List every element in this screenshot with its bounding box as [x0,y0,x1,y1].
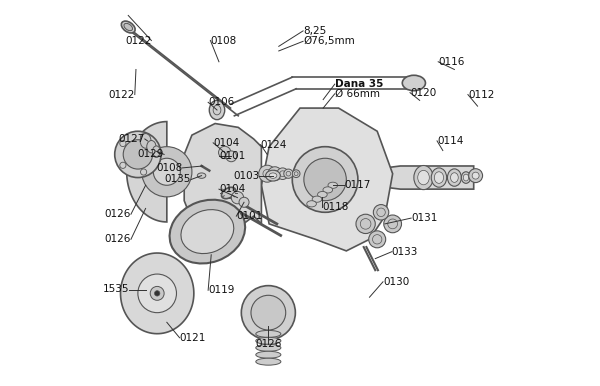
Ellipse shape [256,337,281,344]
Ellipse shape [328,182,338,188]
Circle shape [154,158,181,185]
Polygon shape [184,124,262,232]
Polygon shape [370,166,474,189]
Ellipse shape [317,191,327,198]
Text: 0108: 0108 [156,163,182,173]
Circle shape [304,158,346,201]
Text: 0114: 0114 [437,136,463,146]
Text: 0127: 0127 [118,134,145,144]
Text: 0126: 0126 [255,339,281,349]
Ellipse shape [152,146,160,157]
Polygon shape [262,108,392,251]
Text: 0119: 0119 [208,285,235,295]
Text: Dana 35: Dana 35 [335,79,383,89]
Ellipse shape [256,344,281,351]
Text: 0101: 0101 [236,211,263,221]
Ellipse shape [414,166,433,190]
Ellipse shape [147,141,156,153]
Circle shape [292,147,358,212]
Circle shape [218,146,231,159]
Text: 0101: 0101 [219,151,245,161]
Text: 0104: 0104 [219,184,245,194]
Ellipse shape [221,187,236,199]
Circle shape [138,274,176,313]
Circle shape [231,191,244,204]
Text: 0116: 0116 [438,57,464,67]
Polygon shape [121,253,194,334]
Ellipse shape [461,172,470,183]
Text: 0133: 0133 [392,247,418,257]
Text: 0131: 0131 [411,213,437,223]
Circle shape [239,197,249,207]
Text: 1535: 1535 [103,284,130,295]
Text: Ø76,5mm: Ø76,5mm [303,36,355,46]
Text: 8,25: 8,25 [303,26,326,36]
Circle shape [154,291,160,296]
Ellipse shape [434,172,443,183]
Ellipse shape [256,330,281,337]
Text: 0129: 0129 [138,149,164,159]
Circle shape [226,151,236,162]
Ellipse shape [197,173,206,178]
Circle shape [251,295,286,330]
Text: 0104: 0104 [213,138,239,148]
Ellipse shape [181,210,234,254]
Circle shape [123,140,152,169]
Text: 0118: 0118 [322,201,349,212]
Circle shape [472,172,479,179]
Text: 0122: 0122 [109,90,135,100]
Ellipse shape [451,173,458,182]
Text: 0122: 0122 [125,36,151,46]
Text: 0112: 0112 [468,90,494,100]
Ellipse shape [124,24,133,30]
Ellipse shape [307,201,316,207]
Text: 0106: 0106 [208,97,235,107]
Text: 0135: 0135 [165,174,191,185]
Ellipse shape [121,21,135,33]
Circle shape [292,170,300,178]
Ellipse shape [463,174,469,181]
Ellipse shape [312,196,322,202]
Circle shape [284,169,293,178]
Circle shape [259,165,275,182]
Text: 0117: 0117 [344,180,371,190]
Circle shape [115,131,161,178]
Text: 0120: 0120 [410,88,436,98]
Text: 0121: 0121 [179,333,206,343]
Ellipse shape [170,200,245,264]
Ellipse shape [256,358,281,365]
Ellipse shape [140,134,151,148]
Ellipse shape [209,100,225,120]
Ellipse shape [256,351,281,358]
Circle shape [469,169,482,183]
Polygon shape [127,122,167,222]
Circle shape [268,167,282,181]
Ellipse shape [323,187,332,193]
Ellipse shape [402,75,425,91]
Circle shape [150,286,164,300]
Ellipse shape [431,168,446,187]
Circle shape [356,214,375,234]
Ellipse shape [418,170,430,185]
Text: 0126: 0126 [104,234,131,244]
Ellipse shape [266,170,280,181]
Ellipse shape [448,169,461,186]
Circle shape [241,286,295,340]
Circle shape [369,231,386,248]
Text: 0126: 0126 [104,209,131,219]
Text: 0108: 0108 [211,36,236,46]
Ellipse shape [269,173,277,178]
Circle shape [384,215,401,233]
Circle shape [373,205,389,220]
Text: 0130: 0130 [383,277,409,287]
Text: 0103: 0103 [233,171,259,181]
Text: Ø 66mm: Ø 66mm [335,89,380,99]
Circle shape [142,147,192,197]
Circle shape [277,168,289,179]
Text: 0124: 0124 [260,140,287,150]
